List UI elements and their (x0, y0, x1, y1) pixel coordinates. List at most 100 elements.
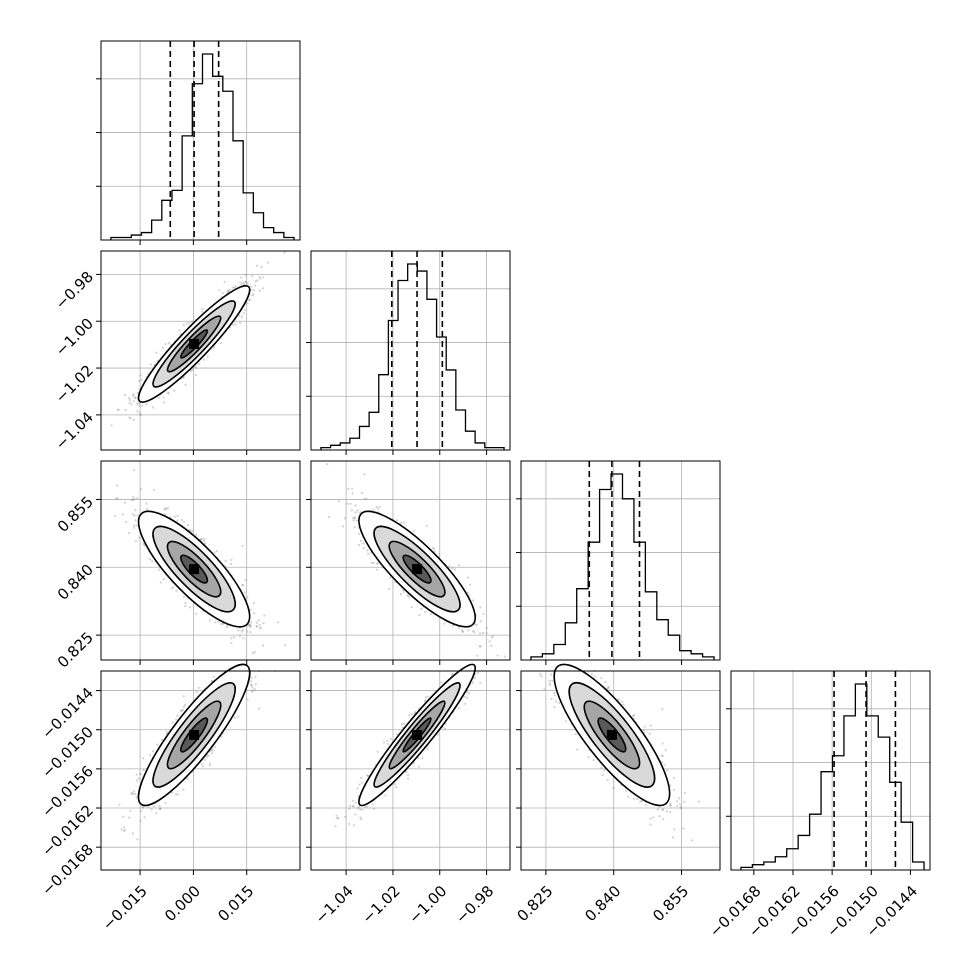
scatter-point (185, 322, 188, 325)
scatter-point (141, 805, 144, 808)
scatter-point (244, 280, 247, 284)
scatter-point (217, 620, 220, 624)
scatter-point (182, 705, 186, 708)
scatter-point (490, 644, 493, 647)
scatter-point (123, 828, 126, 832)
scatter-point (469, 583, 472, 586)
scatter-point (372, 561, 375, 565)
scatter-point (133, 514, 136, 517)
scatter-point (116, 408, 119, 411)
scatter-point (133, 526, 136, 529)
scatter-point (358, 512, 361, 515)
scatter-point (482, 612, 485, 616)
scatter-point (213, 551, 216, 554)
scatter-point (203, 537, 206, 541)
scatter-point (242, 637, 245, 640)
scatter-point (263, 614, 266, 617)
scatter-point (186, 523, 189, 527)
scatter-point (376, 507, 379, 510)
scatter-point (256, 279, 259, 282)
scatter-point (248, 298, 251, 302)
scatter-point (165, 731, 169, 734)
scatter-point (481, 631, 485, 634)
scatter-point (252, 602, 256, 605)
panel-frame (310, 460, 511, 661)
scatter-point (479, 620, 482, 623)
scatter-point (183, 595, 186, 599)
scatter-point (128, 416, 131, 419)
scatter-point (115, 484, 119, 487)
scatter-point (402, 590, 405, 593)
scatter-point (432, 546, 435, 550)
scatter-point (231, 286, 234, 289)
scatter-point (496, 654, 499, 657)
scatter-point (241, 544, 244, 547)
scatter-point (252, 289, 255, 292)
scatter-point (127, 531, 131, 535)
scatter-point (227, 666, 229, 668)
scatter-point (139, 373, 142, 377)
panel-frame (100, 460, 301, 661)
panel-frame (100, 250, 301, 451)
scatter-point (152, 488, 156, 492)
scatter-point (230, 641, 233, 645)
scatter-point (241, 583, 244, 587)
scatter-point (350, 487, 354, 490)
scatter-point (127, 396, 131, 400)
scatter-point (191, 320, 194, 323)
scatter-point (123, 394, 127, 397)
scatter-point (239, 281, 242, 284)
scatter-point (242, 312, 245, 315)
scatter-point (158, 808, 161, 811)
scatter-point (166, 507, 170, 510)
scatter-point (491, 635, 495, 638)
scatter-point (478, 645, 481, 648)
scatter-point (240, 276, 243, 279)
scatter-point (121, 513, 125, 516)
scatter-point (262, 276, 265, 279)
scatter-point (254, 284, 257, 287)
scatter-point (148, 558, 151, 561)
y-tick-label: −1.04 (52, 408, 97, 453)
hist-panel-0 (96, 40, 301, 245)
scatter-point (242, 283, 246, 286)
scatter-point (283, 251, 286, 254)
scatter-point (139, 413, 142, 417)
scatter-point (188, 321, 191, 324)
scatter-point (218, 289, 221, 292)
scatter-point (399, 521, 403, 525)
scatter-point (208, 764, 211, 767)
scatter-point (337, 500, 341, 503)
scatter-point (251, 663, 253, 665)
scatter-point (354, 504, 357, 507)
scatter-point (194, 365, 197, 368)
scatter-point (353, 516, 356, 519)
scatter-point (139, 819, 142, 822)
scatter-point (162, 578, 165, 581)
scatter-point (131, 498, 134, 502)
scatter-point (365, 497, 368, 501)
scatter-point (122, 815, 125, 818)
scatter-point (139, 487, 142, 491)
scatter-point (140, 378, 143, 382)
scatter-point (258, 289, 262, 292)
scatter-point (356, 509, 359, 512)
scatter-point (164, 513, 167, 516)
scatter-point (138, 412, 141, 415)
scatter-point (182, 323, 185, 327)
scatter-point (136, 402, 139, 405)
scatter-point (491, 662, 493, 664)
scatter-point (232, 323, 235, 326)
scatter-point (163, 401, 166, 404)
scatter-point (149, 363, 152, 366)
scatter-point (468, 594, 471, 597)
scatter-point (182, 520, 185, 523)
scatter-point (425, 524, 428, 528)
scatter-point (326, 463, 329, 466)
scatter-point (137, 536, 141, 539)
scatter-point (164, 342, 167, 346)
scatter-point (117, 408, 120, 411)
scatter-point (214, 621, 217, 624)
scatter-point (145, 502, 148, 505)
scatter-point (408, 596, 411, 599)
